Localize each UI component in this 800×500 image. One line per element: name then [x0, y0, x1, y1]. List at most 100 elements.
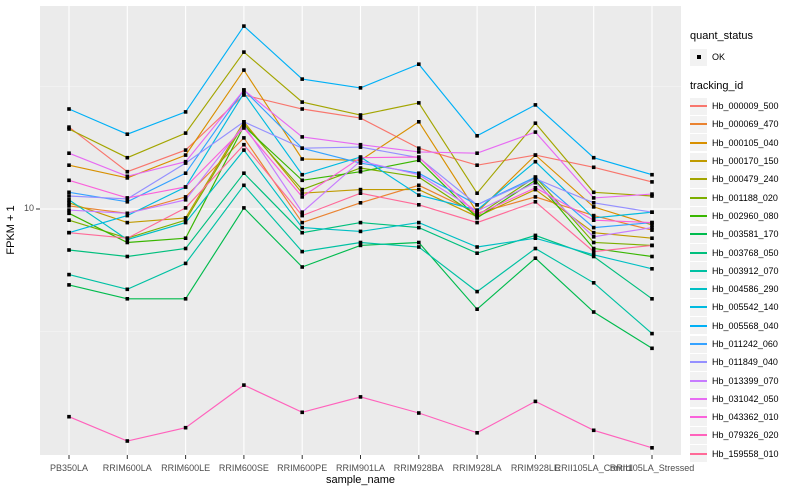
data-point-Hb_079326_020	[183, 425, 188, 430]
data-point-Hb_005568_040	[125, 132, 130, 136]
data-point-Hb_003768_050	[475, 251, 479, 255]
data-point-Hb_000170_150	[67, 201, 71, 205]
data-point-Hb_013399_070	[417, 172, 421, 177]
legend-item-label: Hb_000069_470	[712, 119, 779, 130]
data-point-Hb_000009_500	[183, 148, 188, 152]
data-point-Hb_003581_170	[650, 346, 654, 351]
data-point-Hb_001188_020	[183, 218, 188, 222]
data-point-Hb_003768_050	[242, 171, 246, 175]
data-point-Hb_031042_050	[475, 151, 479, 155]
data-point-Hb_000069_470	[650, 228, 654, 232]
data-point-Hb_000105_040	[650, 223, 654, 227]
data-point-Hb_005568_040	[591, 155, 596, 160]
data-point-Hb_079326_020	[533, 399, 538, 404]
legend-item-Hb_005568_040: Hb_005568_040	[690, 317, 800, 335]
line-swatch-icon	[690, 397, 707, 400]
data-point-Hb_003581_170	[591, 310, 596, 314]
data-point-Hb_079326_020	[591, 428, 596, 433]
data-point-Hb_000479_240	[242, 50, 246, 54]
data-point-Hb_003912_070	[183, 261, 188, 266]
data-point-Hb_002960_080	[300, 178, 304, 183]
legend-item-label: Hb_003912_070	[712, 265, 779, 276]
data-point-Hb_000170_150	[300, 191, 304, 195]
legend-key-line	[690, 170, 707, 188]
line-swatch-icon	[690, 306, 707, 309]
legend-key-line	[690, 152, 707, 170]
data-point-Hb_005542_140	[300, 172, 304, 177]
data-point-Hb_003581_170	[358, 243, 363, 248]
data-point-Hb_031042_050	[183, 159, 188, 164]
data-point-Hb_011849_040	[650, 210, 654, 214]
data-point-Hb_003912_070	[358, 240, 363, 245]
data-point-Hb_043362_010	[591, 218, 596, 222]
legend-item-Hb_001188_020: Hb_001188_020	[690, 188, 800, 207]
data-point-Hb_159558_010	[300, 213, 304, 218]
data-point-Hb_005568_040	[183, 110, 188, 114]
data-point-Hb_004586_290	[591, 253, 596, 257]
line-swatch-icon	[690, 343, 707, 345]
data-point-Hb_003581_170	[183, 297, 188, 301]
legend-key-line	[690, 408, 707, 426]
legend-item-label: Hb_000479_240	[712, 174, 779, 185]
data-point-Hb_003912_070	[417, 245, 421, 249]
data-point-Hb_159558_010	[67, 230, 71, 235]
data-point-Hb_001188_020	[67, 218, 71, 222]
data-point-Hb_000479_240	[300, 100, 304, 104]
legend-item-label: Hb_013399_070	[712, 375, 779, 386]
line-swatch-icon	[690, 178, 707, 181]
data-point-Hb_000170_150	[125, 220, 130, 225]
data-point-Hb_043362_010	[183, 185, 188, 189]
legend-key-line	[690, 244, 707, 262]
x-tick-label-RRII105LA_Control: RRII105LA_Control	[554, 463, 633, 473]
data-point-Hb_000009_500	[417, 146, 421, 150]
data-point-Hb_005542_140	[125, 213, 130, 218]
legend-key-line	[690, 189, 707, 207]
data-point-Hb_013399_070	[242, 123, 246, 127]
legend-item-label: Hb_004586_290	[712, 284, 779, 295]
line-swatch-icon	[690, 123, 707, 126]
legend-item-Hb_003581_170: Hb_003581_170	[690, 225, 800, 243]
data-point-Hb_003768_050	[417, 225, 421, 230]
legend-item-label: Hb_000170_150	[712, 156, 779, 167]
data-point-Hb_079326_020	[125, 439, 130, 443]
legend-item-label: Hb_005542_140	[712, 302, 779, 313]
data-point-Hb_005568_040	[358, 86, 363, 90]
data-point-Hb_013399_070	[183, 198, 188, 202]
legend-item-label: Hb_011849_040	[712, 357, 778, 368]
legend-item-Hb_043362_010: Hb_043362_010	[690, 408, 800, 426]
legend-item-ok: OK	[690, 47, 800, 67]
data-point-Hb_003768_050	[67, 248, 71, 252]
data-point-Hb_011242_060	[183, 171, 188, 175]
line-swatch-icon	[690, 196, 707, 199]
legend-item-Hb_005542_140: Hb_005542_140	[690, 298, 800, 316]
data-point-Hb_002960_080	[417, 158, 421, 163]
data-point-Hb_003768_050	[358, 220, 363, 225]
line-swatch-icon	[690, 379, 707, 382]
line-swatch-icon	[690, 160, 707, 163]
data-point-Hb_011242_060	[358, 161, 363, 165]
line-swatch-icon	[690, 269, 707, 272]
data-point-Hb_003912_070	[242, 183, 246, 188]
data-point-Hb_004586_290	[533, 236, 538, 240]
legend-key-line	[690, 298, 707, 316]
legend-item-Hb_079326_020: Hb_079326_020	[690, 426, 800, 444]
legend-item-Hb_159558_010: Hb_159558_010	[690, 445, 800, 463]
data-point-Hb_000479_240	[417, 101, 421, 105]
x-tick-label-RRIM928BA: RRIM928BA	[393, 463, 444, 473]
legend-key-line	[690, 390, 707, 408]
data-point-Hb_011849_040	[242, 120, 246, 124]
legend-item-Hb_011242_060: Hb_011242_060	[690, 335, 800, 353]
x-tick-label-RRIM928LA: RRIM928LA	[452, 463, 502, 473]
data-point-Hb_000105_040	[533, 153, 538, 157]
line-swatch-icon	[690, 324, 707, 327]
x-tick-label-RRIM600SE: RRIM600SE	[218, 463, 269, 473]
data-point-Hb_079326_020	[67, 414, 71, 419]
data-point-Hb_043362_010	[358, 155, 363, 160]
legend-key-line	[690, 426, 707, 444]
data-point-Hb_004586_290	[650, 267, 654, 271]
data-point-Hb_079326_020	[475, 431, 479, 435]
legend-title-tracking-id: tracking_id	[690, 80, 744, 92]
data-point-Hb_000479_240	[125, 155, 130, 160]
legend-key-line	[690, 445, 707, 463]
